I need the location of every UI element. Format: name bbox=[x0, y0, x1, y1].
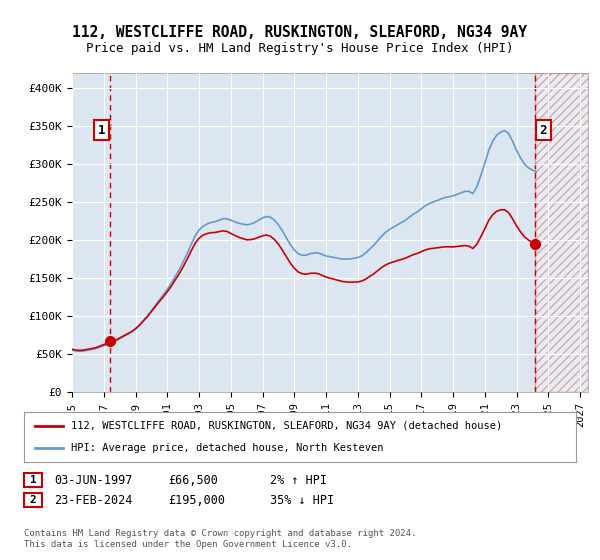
Bar bbox=[535, 73, 588, 392]
Text: 2: 2 bbox=[29, 495, 37, 505]
Text: 2: 2 bbox=[539, 124, 547, 137]
Text: 1: 1 bbox=[29, 475, 37, 485]
Text: 23-FEB-2024: 23-FEB-2024 bbox=[54, 493, 133, 507]
Text: 2% ↑ HPI: 2% ↑ HPI bbox=[270, 474, 327, 487]
Text: 1: 1 bbox=[98, 124, 105, 137]
Text: £195,000: £195,000 bbox=[168, 493, 225, 507]
Text: 03-JUN-1997: 03-JUN-1997 bbox=[54, 474, 133, 487]
Text: Price paid vs. HM Land Registry's House Price Index (HPI): Price paid vs. HM Land Registry's House … bbox=[86, 42, 514, 55]
Text: 112, WESTCLIFFE ROAD, RUSKINGTON, SLEAFORD, NG34 9AY: 112, WESTCLIFFE ROAD, RUSKINGTON, SLEAFO… bbox=[73, 25, 527, 40]
Text: £66,500: £66,500 bbox=[168, 474, 218, 487]
Text: 35% ↓ HPI: 35% ↓ HPI bbox=[270, 493, 334, 507]
Text: Contains HM Land Registry data © Crown copyright and database right 2024.
This d: Contains HM Land Registry data © Crown c… bbox=[24, 529, 416, 549]
Text: HPI: Average price, detached house, North Kesteven: HPI: Average price, detached house, Nort… bbox=[71, 443, 383, 453]
Text: 112, WESTCLIFFE ROAD, RUSKINGTON, SLEAFORD, NG34 9AY (detached house): 112, WESTCLIFFE ROAD, RUSKINGTON, SLEAFO… bbox=[71, 421, 502, 431]
